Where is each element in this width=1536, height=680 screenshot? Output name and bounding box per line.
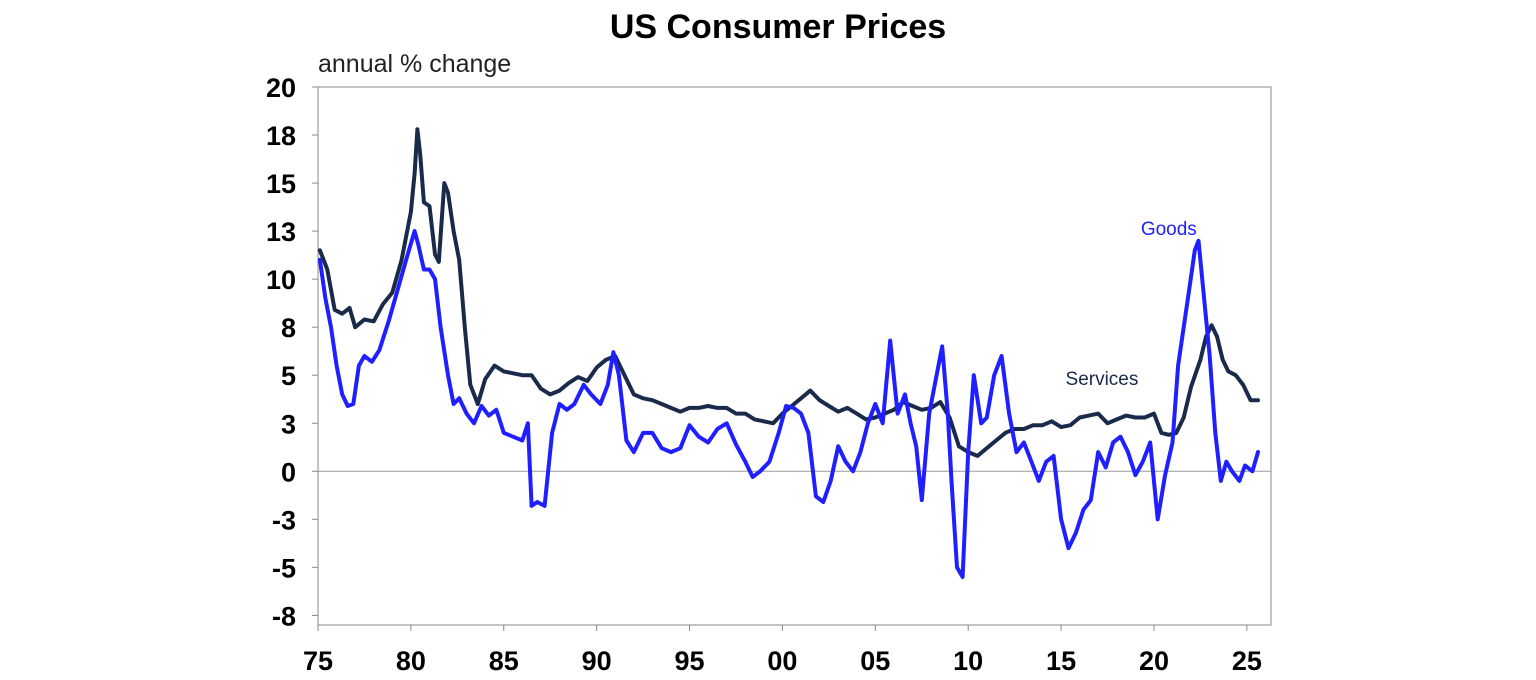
y-tick-label: 13 <box>266 217 296 247</box>
x-tick-label: 15 <box>1046 646 1076 676</box>
series-label-services: Services <box>1066 369 1139 390</box>
series-label-goods: Goods <box>1141 219 1197 240</box>
y-tick-label: -5 <box>272 553 296 583</box>
x-tick-label: 75 <box>303 646 333 676</box>
series-line-services <box>317 127 1260 458</box>
y-tick-label: 0 <box>281 457 296 487</box>
y-tick-label: -8 <box>272 601 296 631</box>
x-tick-label: 05 <box>860 646 890 676</box>
y-tick-label: -3 <box>272 505 296 535</box>
x-tick-label: 25 <box>1232 646 1262 676</box>
y-tick-group: 20 18 15 13 10 8 5 3 0 -3 -5 -8 <box>266 73 318 631</box>
series-line-goods <box>317 229 1260 579</box>
x-tick-group: 75 80 85 90 95 00 05 10 15 20 25 <box>303 625 1262 676</box>
x-tick-label: 20 <box>1139 646 1169 676</box>
chart-title: US Consumer Prices <box>610 8 946 46</box>
y-axis-label: annual % change <box>318 50 511 78</box>
series-group <box>317 127 1260 579</box>
y-tick-label: 8 <box>281 313 296 343</box>
y-tick-label: 20 <box>266 73 296 103</box>
plot-frame <box>317 86 1272 626</box>
x-tick-label: 90 <box>582 646 612 676</box>
x-tick-label: 85 <box>489 646 519 676</box>
y-tick-label: 18 <box>266 121 296 151</box>
y-tick-label: 15 <box>266 169 296 199</box>
x-tick-label: 10 <box>953 646 983 676</box>
y-tick-label: 5 <box>281 361 296 391</box>
y-tick-label: 3 <box>281 409 296 439</box>
x-tick-label: 00 <box>767 646 797 676</box>
annotation-group: Goods Services <box>1066 219 1197 390</box>
y-tick-label: 10 <box>266 265 296 295</box>
x-tick-label: 80 <box>396 646 426 676</box>
x-tick-label: 95 <box>675 646 705 676</box>
